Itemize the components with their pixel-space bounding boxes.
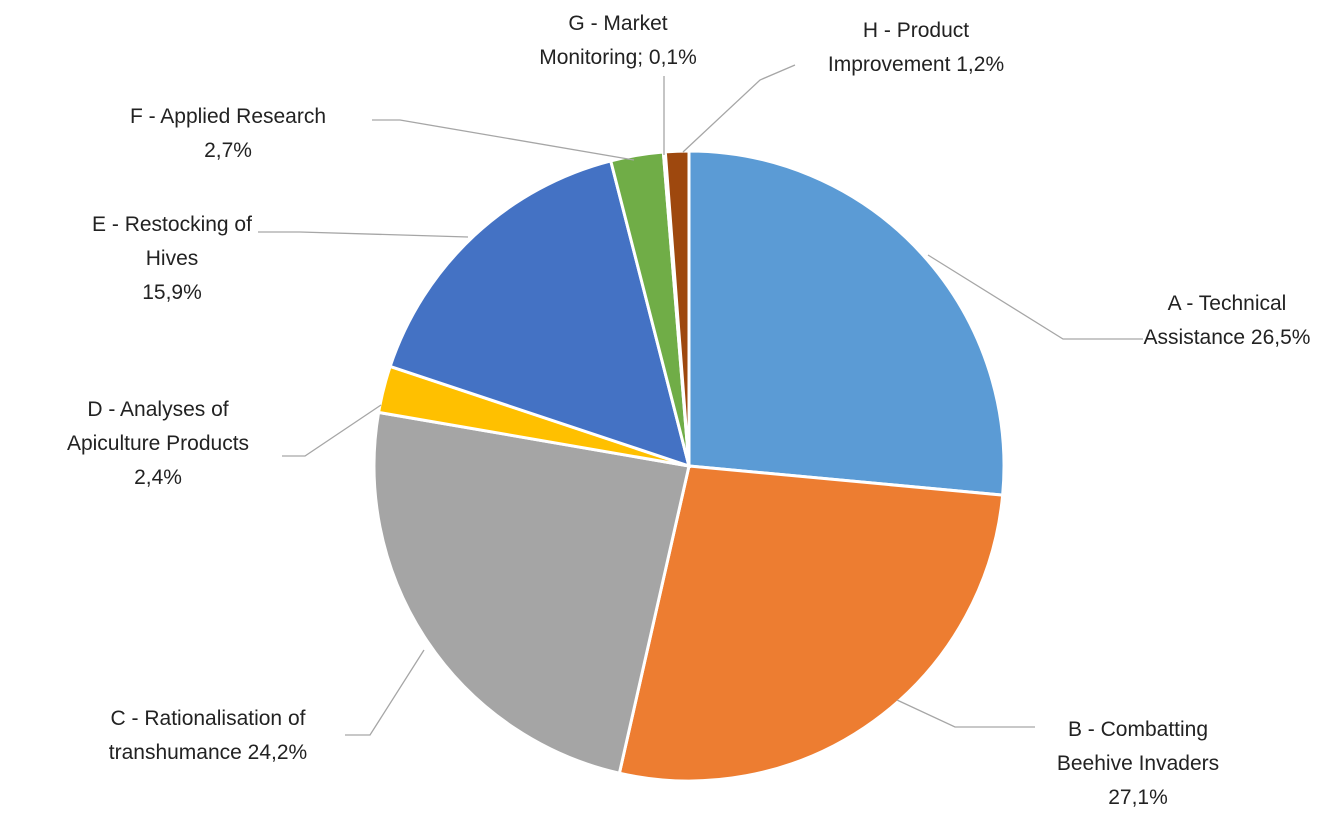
slice-label-line: B - Combatting xyxy=(1068,718,1208,741)
slice-label-f: F - Applied Research 2,7% xyxy=(130,105,326,162)
slice-labels: A - Technical Assistance 26,5% B - Combatt… xyxy=(67,12,1311,809)
slice-label-line: A - Technical xyxy=(1168,292,1287,315)
slice-label-line: Monitoring; 0,1% xyxy=(539,46,697,69)
slice-label-line: H - Product xyxy=(863,19,969,42)
slice-label-c: C - Rationalisation of transhumance 24,2% xyxy=(109,707,307,764)
slice-label-line: 2,4% xyxy=(134,466,182,489)
slice-label-line: Hives xyxy=(146,247,199,270)
slice-label-d: D - Analyses of Apiculture Products 2,4% xyxy=(67,398,249,489)
slice-label-b: B - Combatting Beehive Invaders 27,1% xyxy=(1057,718,1219,809)
leader-lines xyxy=(258,64,1143,736)
slice-label-g: G - Market Monitoring; 0,1% xyxy=(539,12,697,69)
leader-line-e xyxy=(258,231,469,238)
slice-label-line: E - Restocking of xyxy=(92,213,252,236)
leader-line-c xyxy=(345,649,425,736)
pie-slice-h xyxy=(663,149,691,467)
slice-label-line: transhumance 24,2% xyxy=(109,741,307,764)
leader-line-b xyxy=(896,699,1035,728)
leader-line-h xyxy=(682,64,796,153)
slice-label-line: 27,1% xyxy=(1108,786,1168,809)
slice-label-e: E - Restocking of Hives 15,9% xyxy=(92,213,252,304)
pie-slice-b xyxy=(617,464,1005,783)
leader-line-f xyxy=(372,119,635,161)
slice-label-line: Improvement 1,2% xyxy=(828,53,1004,76)
leader-line-d xyxy=(282,404,382,457)
leader-line-a xyxy=(927,254,1143,340)
slice-label-line: Beehive Invaders xyxy=(1057,752,1219,775)
pie-slices xyxy=(372,149,1006,783)
pie-slice-a xyxy=(687,149,1006,497)
slice-label-line: C - Rationalisation of xyxy=(111,707,306,730)
slice-label-line: 15,9% xyxy=(142,281,202,304)
slice-label-h: H - Product Improvement 1,2% xyxy=(828,19,1004,76)
slice-label-line: D - Analyses of xyxy=(87,398,228,421)
slice-label-line: Assistance 26,5% xyxy=(1144,326,1311,349)
slice-label-line: F - Applied Research xyxy=(130,105,326,128)
pie-slice-c xyxy=(372,410,691,776)
slice-label-line: G - Market xyxy=(568,12,667,35)
slice-label-line: Apiculture Products xyxy=(67,432,249,455)
pie-slice-e xyxy=(388,159,692,469)
slice-label-a: A - Technical Assistance 26,5% xyxy=(1144,292,1311,349)
slice-label-line: 2,7% xyxy=(204,139,252,162)
